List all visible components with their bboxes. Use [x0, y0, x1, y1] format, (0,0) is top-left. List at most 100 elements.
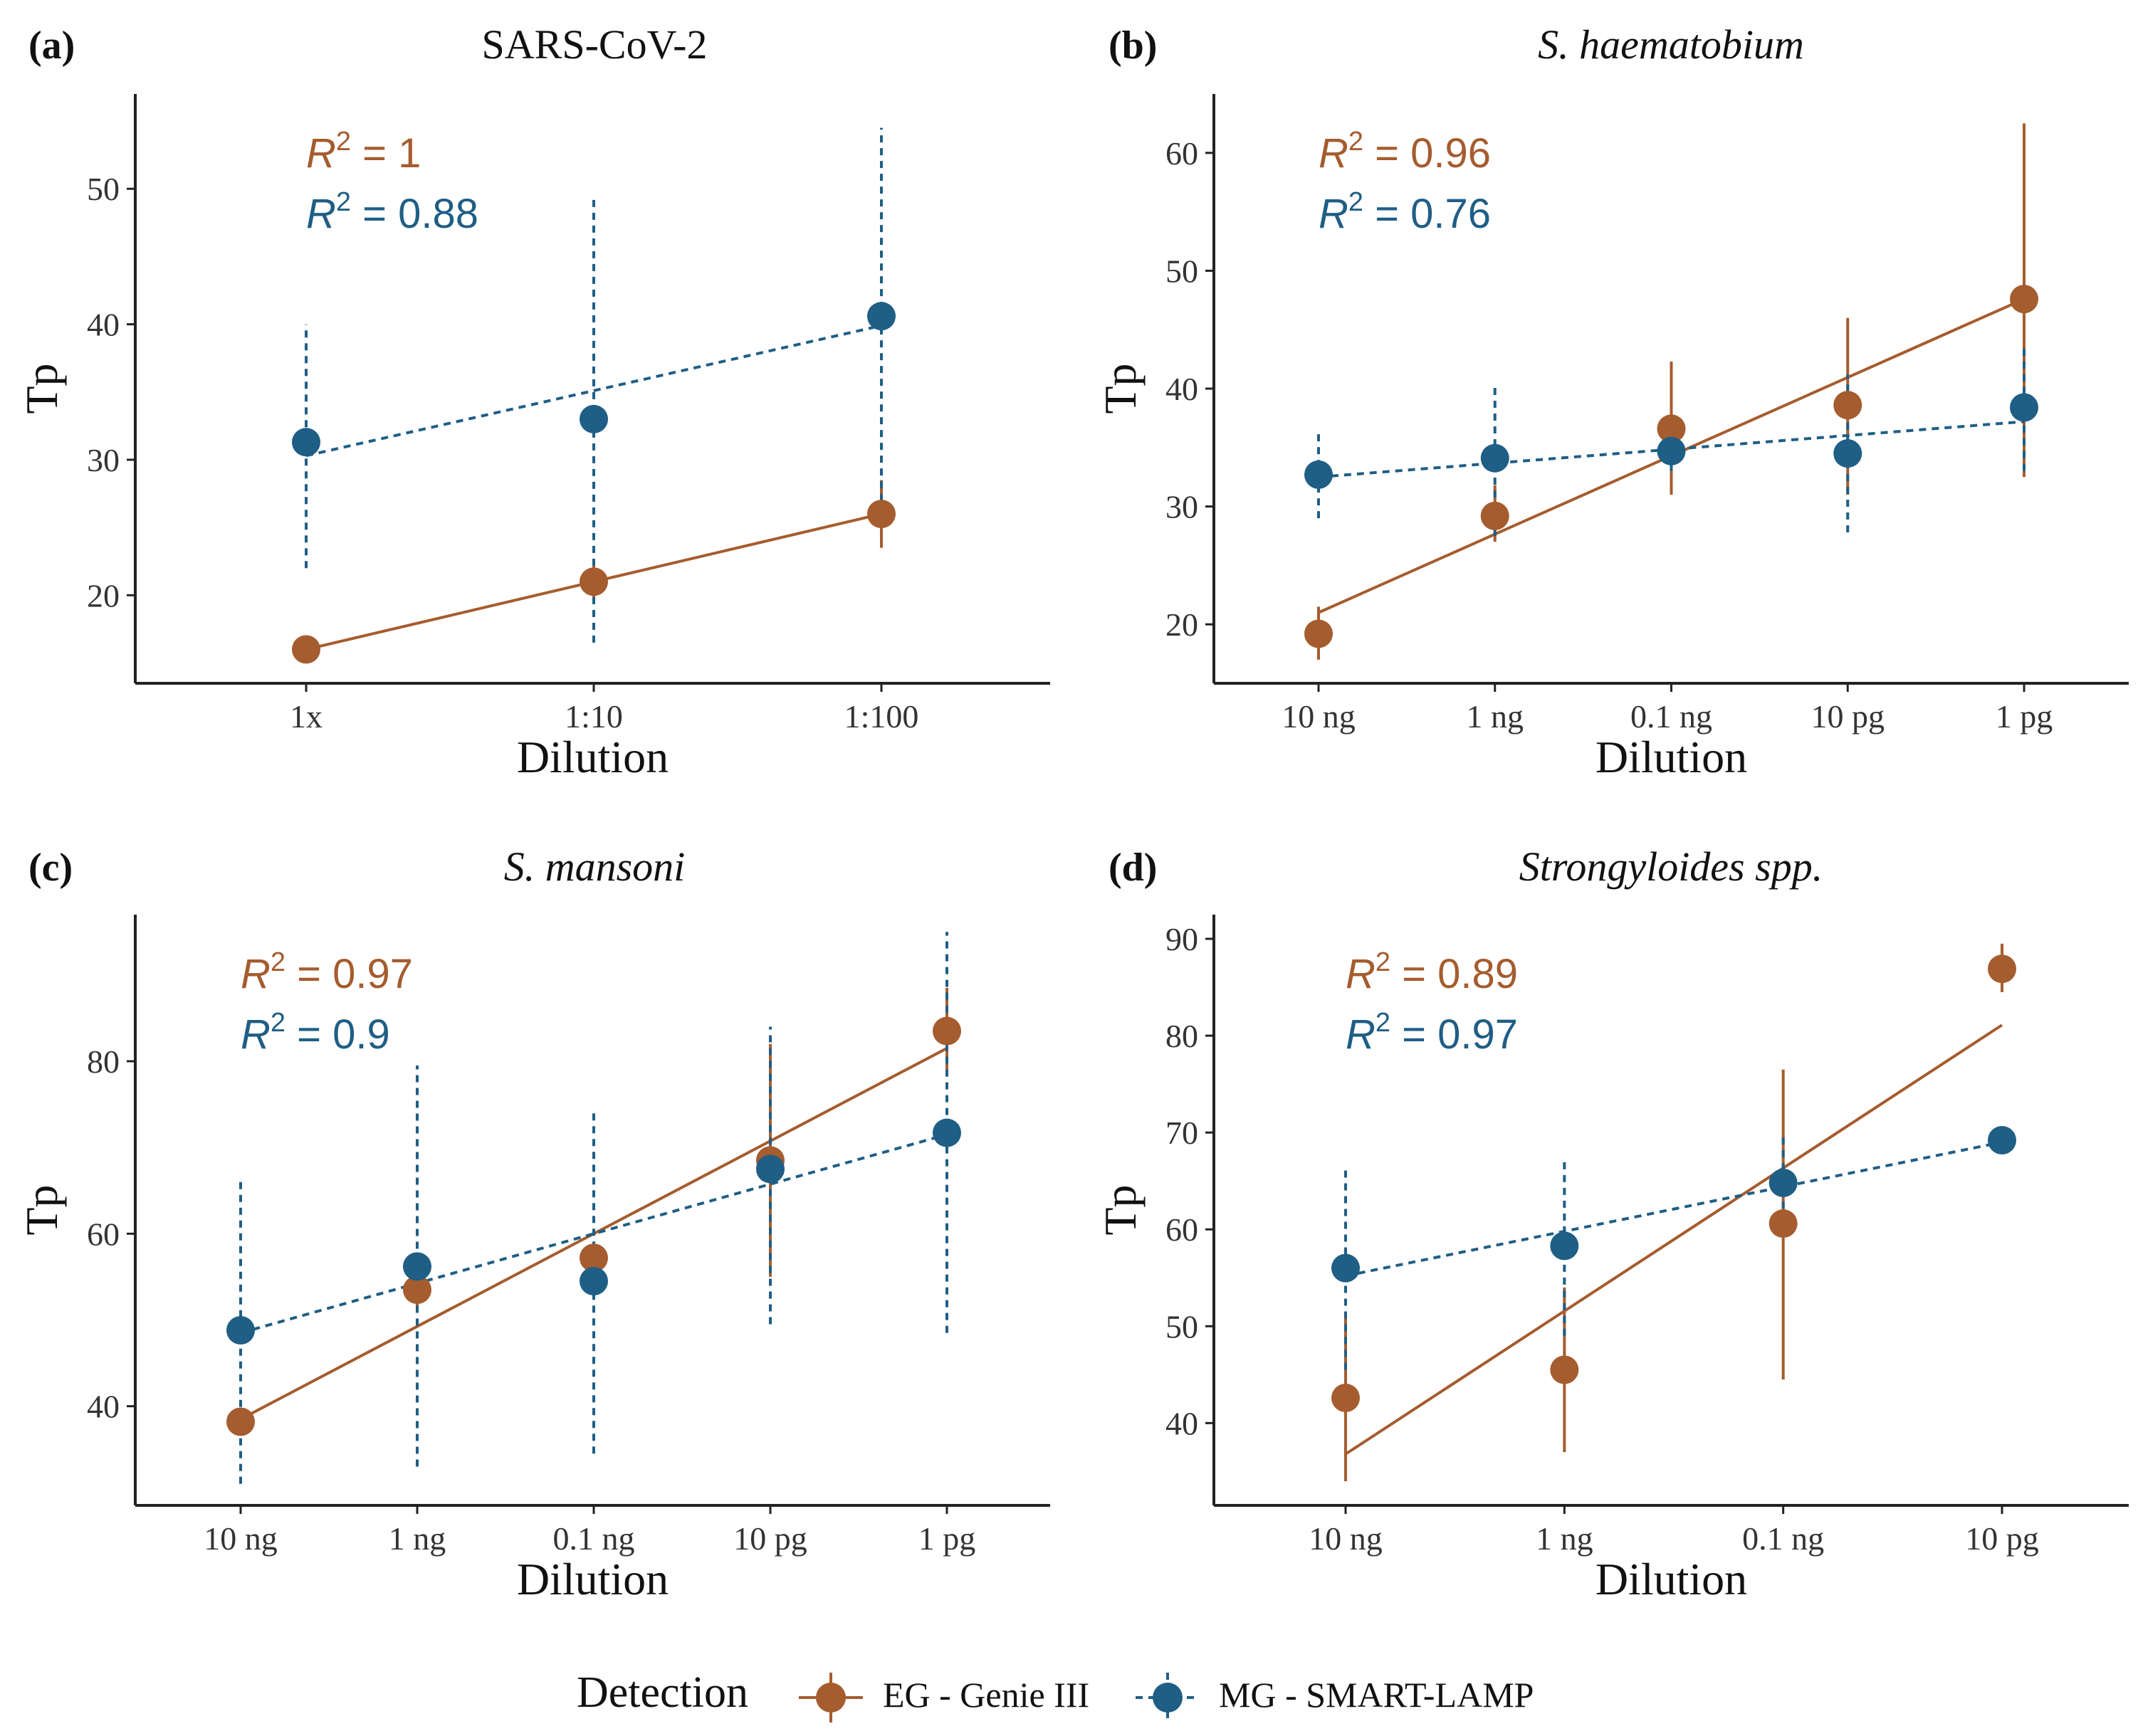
x-tick-label-p2: 10 ng	[1282, 698, 1356, 735]
point-mg-p4	[1550, 1231, 1579, 1261]
panel-label-p1: (a)	[28, 23, 75, 68]
x-tick-label-p3: 0.1 ng	[553, 1520, 635, 1557]
y-tick-label-p4: 80	[1165, 1018, 1198, 1054]
point-mg-p3	[756, 1154, 785, 1184]
y-axis-label-p2: Tp	[1095, 363, 1146, 414]
legend-title: Detection	[577, 1668, 748, 1717]
x-axis-label-p3: Dilution	[517, 1554, 669, 1604]
x-tick-label-p4: 1 ng	[1536, 1520, 1593, 1557]
point-mg-p1	[292, 428, 320, 457]
y-tick-label-p3: 40	[87, 1389, 120, 1425]
y-tick-label-p4: 40	[1165, 1405, 1198, 1441]
fit-line-mg-p3	[240, 1133, 948, 1335]
chart-panel-p2: 20 30 40 50 60 10 ng 1 ng 0.1 ng 10 pg 1 pg Diluti…	[1095, 21, 2129, 782]
legend-key-mg	[1136, 1673, 1200, 1722]
y-tick-label-p2: 30	[1165, 489, 1198, 525]
y-tick-label-p1: 50	[87, 171, 120, 207]
chart-panel-p1: 20 30 40 50 1x 1:10 1:100 Dilution Tp (a) SARS-CoV…	[16, 21, 1050, 782]
x-tick-label-p3: 10 ng	[204, 1520, 278, 1557]
y-tick-label-p2: 40	[1165, 371, 1198, 407]
point-mg-p2	[1480, 443, 1509, 473]
x-tick-label-p4: 0.1 ng	[1742, 1520, 1824, 1557]
point-eg-p1	[580, 567, 608, 596]
r2-label-mg-p2: R2 = 0.76	[1319, 187, 1491, 237]
x-tick-label-p1: 1:100	[844, 698, 919, 735]
point-mg-p2	[1304, 460, 1333, 489]
fit-line-eg-p4	[1344, 1024, 2003, 1456]
point-eg-p2	[1480, 501, 1509, 530]
chart-panel-p3: 40 60 80 10 ng 1 ng 0.1 ng 10 pg 1 pg Dilution Tp…	[16, 843, 1050, 1604]
legend-label-mg: MG - SMART-LAMP	[1219, 1675, 1534, 1715]
panel-title-p3: S. mansoni	[504, 843, 686, 890]
point-eg-p2	[1304, 619, 1333, 648]
x-tick-label-p1: 1:10	[565, 698, 623, 735]
y-tick-label-p4: 90	[1165, 921, 1198, 957]
y-tick-label-p4: 60	[1165, 1211, 1198, 1248]
point-mg-p1	[867, 302, 896, 331]
x-tick-label-p3: 1 ng	[389, 1520, 446, 1557]
point-mg-p3	[580, 1266, 608, 1295]
x-tick-label-p2: 0.1 ng	[1630, 698, 1712, 735]
point-eg-p3	[226, 1407, 255, 1436]
point-mg-p4	[1988, 1126, 2016, 1155]
point-mg-p2	[1833, 439, 1862, 468]
x-tick-label-p2: 10 pg	[1811, 698, 1885, 735]
r2-label-mg-p3: R2 = 0.9	[241, 1008, 390, 1058]
chart-panel-p4: 40 50 60 70 80 90 10 ng 1 ng 0.1 ng 10 pg Dilution…	[1095, 843, 2129, 1604]
r2-label-mg-p4: R2 = 0.97	[1346, 1008, 1518, 1058]
panel-label-p4: (d)	[1109, 846, 1157, 890]
point-eg-p4	[1988, 954, 2016, 984]
point-mg-p2	[1657, 436, 1686, 465]
y-axis-label-p1: Tp	[16, 363, 67, 414]
point-eg-p4	[1331, 1383, 1360, 1412]
y-tick-label-p2: 60	[1165, 135, 1198, 172]
point-mg-p3	[933, 1118, 961, 1147]
point-mg-p3	[226, 1316, 255, 1345]
x-tick-label-p2: 1 pg	[1996, 698, 2053, 735]
y-tick-label-p1: 30	[87, 442, 120, 478]
r2-label-eg-p3: R2 = 0.97	[241, 947, 413, 997]
point-eg-p3	[580, 1243, 608, 1273]
x-axis-label-p1: Dilution	[517, 732, 669, 782]
point-eg-p1	[292, 635, 320, 664]
y-tick-label-p2: 50	[1165, 253, 1198, 289]
y-tick-label-p4: 50	[1165, 1308, 1198, 1345]
r2-label-eg-p2: R2 = 0.96	[1319, 127, 1491, 177]
y-axis-label-p4: Tp	[1095, 1184, 1146, 1235]
point-eg-p2	[1657, 414, 1686, 443]
x-tick-label-p1: 1x	[290, 698, 323, 735]
y-tick-label-p3: 80	[87, 1043, 120, 1080]
x-tick-label-p4: 10 pg	[1965, 1520, 2039, 1557]
point-mg-p3	[403, 1252, 431, 1281]
legend-key-eg	[799, 1673, 863, 1722]
point-eg-p3	[403, 1275, 431, 1305]
point-mg-p4	[1768, 1168, 1798, 1197]
x-axis-label-p4: Dilution	[1595, 1554, 1747, 1604]
panel-label-p3: (c)	[28, 846, 73, 890]
x-tick-label-p3: 10 pg	[733, 1520, 807, 1557]
point-eg-p4	[1550, 1355, 1579, 1384]
y-tick-label-p1: 20	[87, 577, 120, 614]
legend: Detection EG - Genie III MG - SMART-LAMP	[577, 1668, 1534, 1722]
panel-title-p4: Strongyloides spp.	[1519, 843, 1823, 890]
x-axis-label-p2: Dilution	[1595, 732, 1747, 782]
y-tick-label-p1: 40	[87, 307, 120, 343]
r2-label-eg-p1: R2 = 1	[306, 127, 421, 177]
fit-line-mg-p2	[1318, 420, 2025, 479]
panel-title-p1: SARS-CoV-2	[482, 21, 708, 68]
point-mg-p2	[2010, 393, 2038, 422]
legend-label-eg: EG - Genie III	[883, 1675, 1089, 1715]
point-eg-p1	[867, 500, 896, 529]
y-axis-label-p3: Tp	[16, 1184, 67, 1235]
point-eg-p2	[2010, 285, 2038, 314]
y-tick-label-p4: 70	[1165, 1115, 1198, 1151]
point-eg-p3	[933, 1016, 961, 1046]
r2-label-eg-p4: R2 = 0.89	[1346, 947, 1518, 997]
fit-line-mg-p4	[1345, 1140, 2003, 1278]
point-mg-p4	[1331, 1253, 1360, 1283]
x-tick-label-p4: 10 ng	[1309, 1520, 1383, 1557]
panel-title-p2: S. haematobium	[1538, 21, 1804, 68]
fit-line-mg-p1	[305, 324, 882, 458]
x-tick-label-p2: 1 ng	[1467, 698, 1524, 735]
